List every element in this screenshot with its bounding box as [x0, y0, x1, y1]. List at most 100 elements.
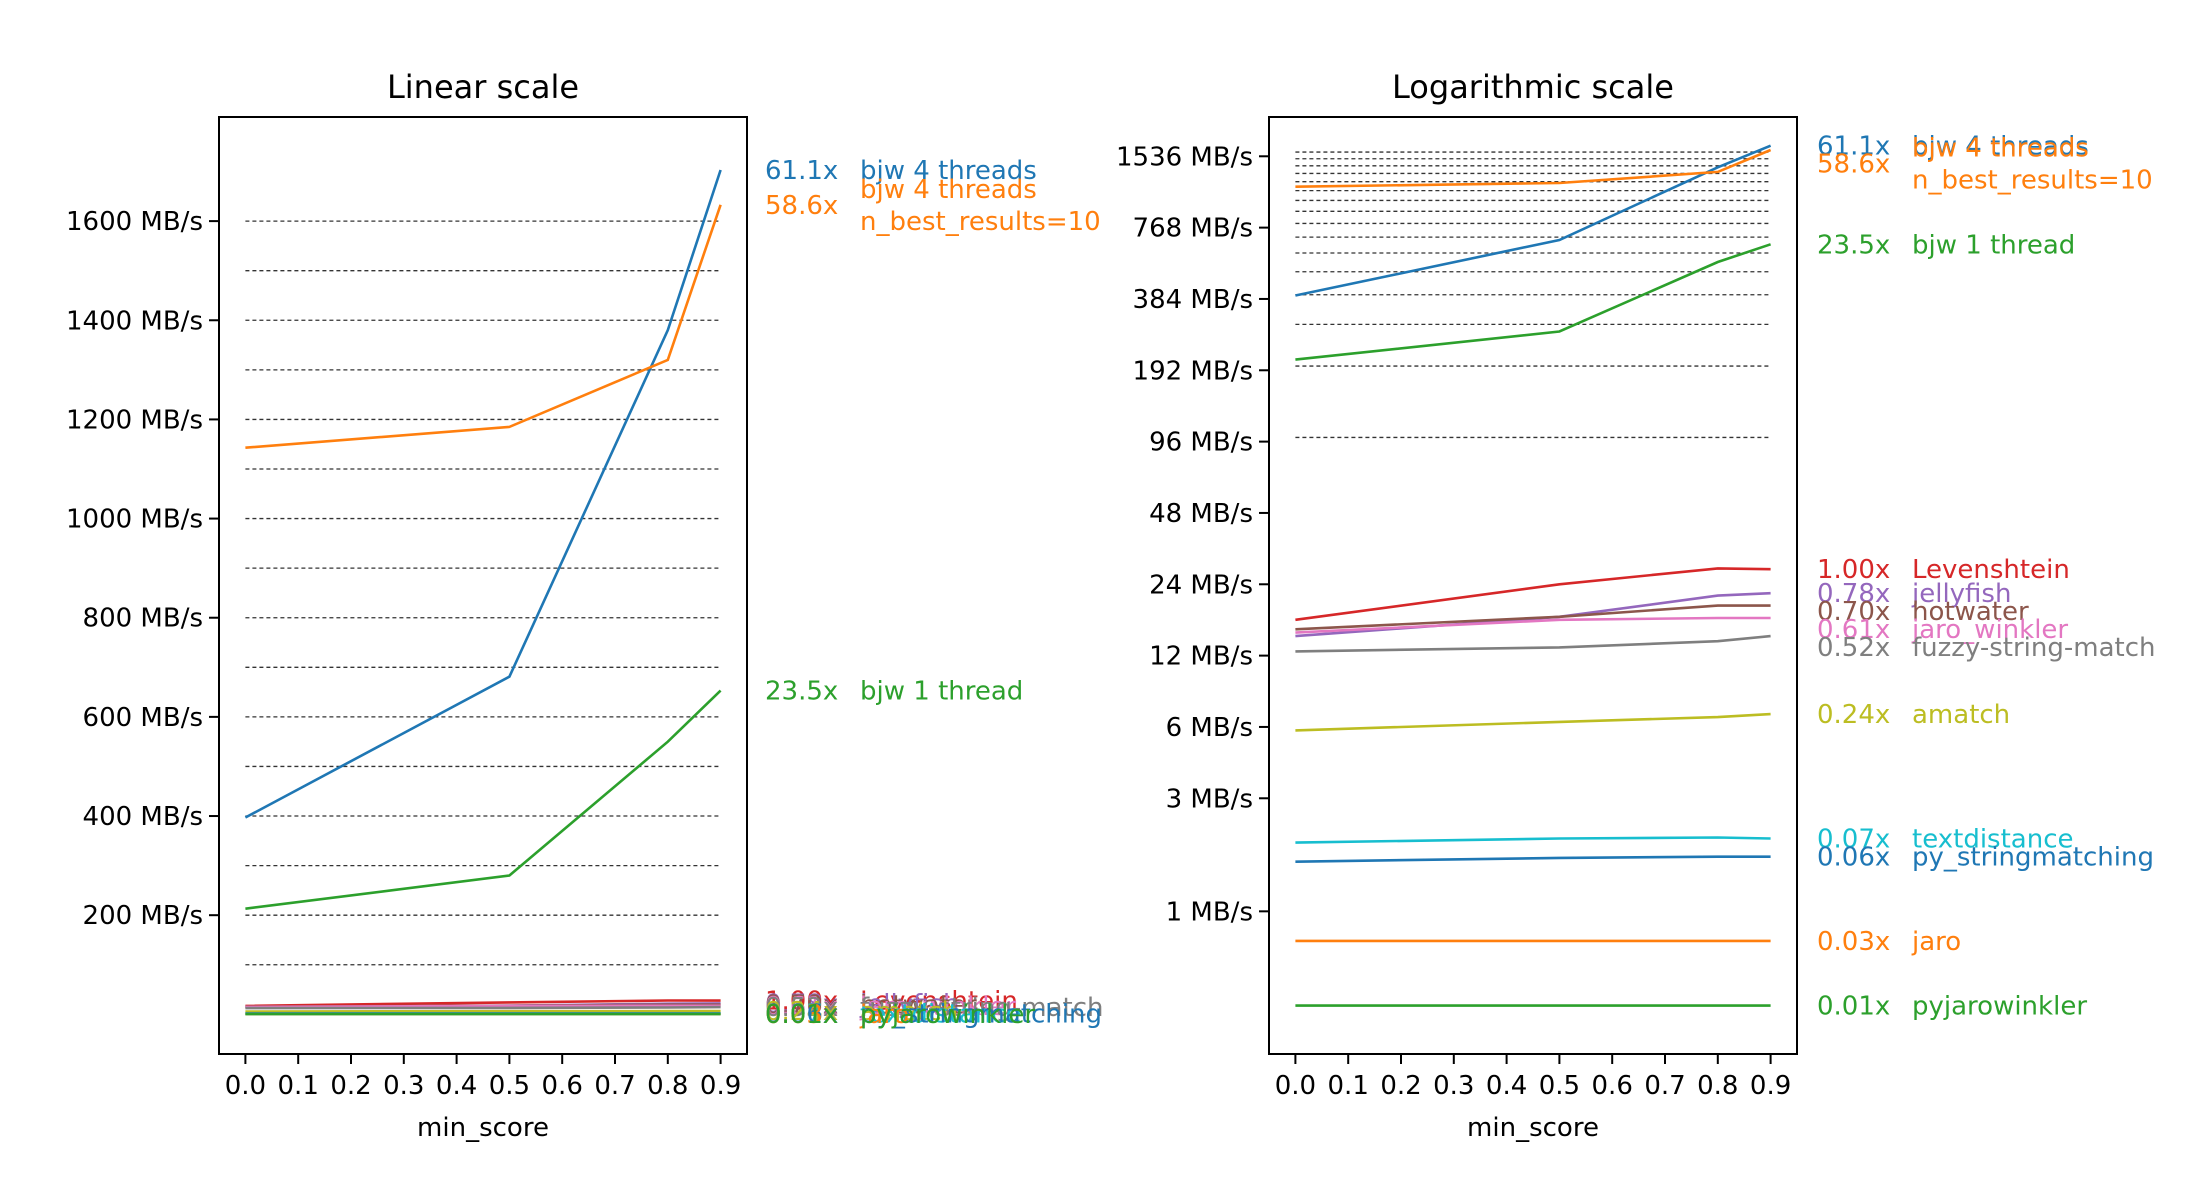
linear-x-tick-label: 0.6 — [542, 1071, 583, 1101]
log-series-name-label: hotwater — [1912, 597, 2029, 627]
log-x-tick-label: 0.0 — [1275, 1071, 1316, 1101]
linear-series-ratio-label: 0.61x — [765, 992, 838, 1022]
linear-series-ratio-label: 0.78x — [765, 989, 838, 1019]
log-x-tick-label: 0.4 — [1486, 1071, 1527, 1101]
linear-series-ratio-label: 0.01x — [765, 1000, 838, 1030]
linear-series-name-label: amatch — [860, 997, 958, 1027]
log-series-name-label: fuzzy-string-match — [1912, 633, 2155, 663]
linear-series-name-label: jaro — [859, 1000, 909, 1030]
linear-series-name-label: pyjarowinkler — [860, 1000, 1035, 1030]
linear-series-name-label: fuzzy-string-match — [860, 993, 1103, 1023]
log-chart-title: Logarithmic scale — [1392, 68, 1674, 106]
log-series-ratio-label: 0.61x — [1817, 615, 1890, 645]
log-y-tick-label: 192 MB/s — [1133, 356, 1253, 386]
linear-chart-title: Linear scale — [387, 68, 579, 106]
log-plot-frame — [1268, 116, 1798, 1055]
linear-series-lines — [244, 169, 722, 1016]
log-y-tick-label: 48 MB/s — [1149, 499, 1253, 529]
log-series-name-label: bjw 4 threads — [1912, 134, 2089, 164]
linear-panel: Linear scale 200 MB/s 400 MB/s 600 MB/s 800… — [66, 68, 1104, 1143]
log-x-tick-label: 0.8 — [1697, 1071, 1738, 1101]
linear-x-tick-label: 0.4 — [436, 1071, 477, 1101]
log-series-name-label: n_best_results=10 — [1912, 166, 2153, 196]
linear-x-axis: 0.0 0.1 0.2 0.3 0.4 0.5 0.6 0.7 0.8 0.9 — [225, 1054, 741, 1101]
log-y-tick-label: 1536 MB/s — [1116, 142, 1253, 172]
log-series-name-label: jaro_winkler — [1911, 615, 2068, 645]
linear-series-line-bjw-4-threads-n-best-results-10 — [245, 204, 722, 449]
log-y-tick-label: 96 MB/s — [1149, 428, 1253, 458]
log-series-line-bjw-4-threads-n-best-results-10 — [1295, 148, 1772, 188]
log-series-ratio-label: 0.70x — [1817, 597, 1890, 627]
log-series-name-label: pyjarowinkler — [1912, 992, 2087, 1022]
log-series-line-bjw-1-thread — [1295, 243, 1772, 361]
linear-series-ratio-label: 0.07x — [765, 999, 838, 1029]
linear-x-axis-label: min_score — [417, 1113, 549, 1143]
linear-series-line-bjw-4-threads — [244, 169, 722, 819]
linear-x-tick-label: 0.8 — [647, 1071, 688, 1101]
log-x-axis: 0.0 0.1 0.2 0.3 0.4 0.5 0.6 0.7 0.8 0.9 — [1275, 1054, 1791, 1101]
linear-series-name-label: bjw 1 thread — [860, 677, 1023, 707]
linear-x-tick-label: 0.7 — [594, 1071, 635, 1101]
linear-series-ratio-label: 58.6x — [765, 191, 838, 221]
log-y-axis: 1 MB/s 3 MB/s 6 MB/s 12 MB/s 24 MB/s 48 MB/s 9… — [1116, 142, 1269, 927]
log-series-ratio-label: 1.00x — [1817, 555, 1890, 585]
linear-series-name-label: jaro_winkler — [859, 992, 1016, 1022]
log-series-line-jaro-winkler — [1295, 616, 1771, 634]
linear-series-line-jaro-winkler — [245, 1004, 721, 1009]
linear-series-ratio-label: 61.1x — [765, 156, 838, 186]
log-gridlines — [1295, 151, 1771, 439]
log-series-name-label: Levenshtein — [1912, 555, 2070, 585]
log-panel: Logarithmic scale 1 MB/s 3 MB/s 6 MB/s 12 M… — [1116, 68, 2156, 1143]
linear-series-ratio-label: 23.5x — [765, 677, 838, 707]
linear-x-tick-label: 0.0 — [225, 1071, 266, 1101]
log-series-line-bjw-4-threads — [1295, 144, 1772, 297]
linear-y-tick-label: 600 MB/s — [83, 703, 203, 733]
log-series-lines — [1295, 144, 1772, 1007]
linear-y-axis: 200 MB/s 400 MB/s 600 MB/s 800 MB/s 1000 MB/… — [66, 207, 219, 931]
log-series-ratio-label: 0.06x — [1817, 843, 1890, 873]
log-x-tick-label: 0.5 — [1539, 1071, 1580, 1101]
linear-series-name-label: py_stringmatching — [860, 999, 1102, 1029]
linear-series-ratio-label: 0.24x — [765, 997, 838, 1027]
linear-x-tick-label: 0.5 — [489, 1071, 530, 1101]
linear-x-tick-label: 0.2 — [330, 1071, 371, 1101]
log-series-line-hotwater — [1295, 604, 1771, 631]
linear-series-name-label: n_best_results=10 — [860, 207, 1101, 237]
log-series-line-py-stringmatching — [1295, 855, 1771, 863]
linear-x-tick-label: 0.1 — [278, 1071, 319, 1101]
log-series-name-label: jaro — [1911, 927, 1961, 957]
log-series-ratio-label: 0.78x — [1817, 579, 1890, 609]
log-series-ratio-label: 0.07x — [1817, 824, 1890, 854]
linear-plot-frame — [218, 116, 748, 1055]
log-x-tick-label: 0.6 — [1592, 1071, 1633, 1101]
linear-y-tick-label: 800 MB/s — [83, 604, 203, 634]
linear-series-name-label: jellyfish — [859, 989, 959, 1019]
linear-y-tick-label: 1600 MB/s — [66, 207, 203, 237]
log-series-line-fuzzy-string-match — [1295, 634, 1771, 653]
linear-series-line-bjw-1-thread — [245, 689, 722, 910]
log-series-ratio-label: 58.6x — [1817, 150, 1890, 180]
linear-series-name-label: textdistance — [860, 999, 1021, 1029]
linear-x-tick-label: 0.3 — [383, 1071, 424, 1101]
linear-x-tick-label: 0.9 — [700, 1071, 741, 1101]
linear-series-ratio-label: 0.52x — [765, 993, 838, 1023]
log-series-ratio-label: 0.24x — [1817, 700, 1890, 730]
log-y-tick-label: 6 MB/s — [1166, 713, 1253, 743]
linear-y-tick-label: 200 MB/s — [83, 901, 203, 931]
log-y-tick-label: 24 MB/s — [1149, 570, 1253, 600]
log-y-tick-label: 12 MB/s — [1149, 642, 1253, 672]
log-series-name-label: py_stringmatching — [1912, 843, 2154, 873]
log-series-name-label: amatch — [1912, 700, 2010, 730]
linear-series-name-label: bjw 4 threads — [860, 175, 1037, 205]
linear-series-ratio-label: 0.70x — [765, 991, 838, 1021]
log-series-name-label: bjw 1 thread — [1912, 230, 2075, 260]
log-y-tick-label: 3 MB/s — [1166, 784, 1253, 814]
linear-y-tick-label: 1400 MB/s — [66, 306, 203, 336]
linear-y-tick-label: 1000 MB/s — [66, 505, 203, 535]
log-series-ratio-label: 0.03x — [1817, 927, 1890, 957]
log-y-tick-label: 384 MB/s — [1133, 285, 1253, 315]
